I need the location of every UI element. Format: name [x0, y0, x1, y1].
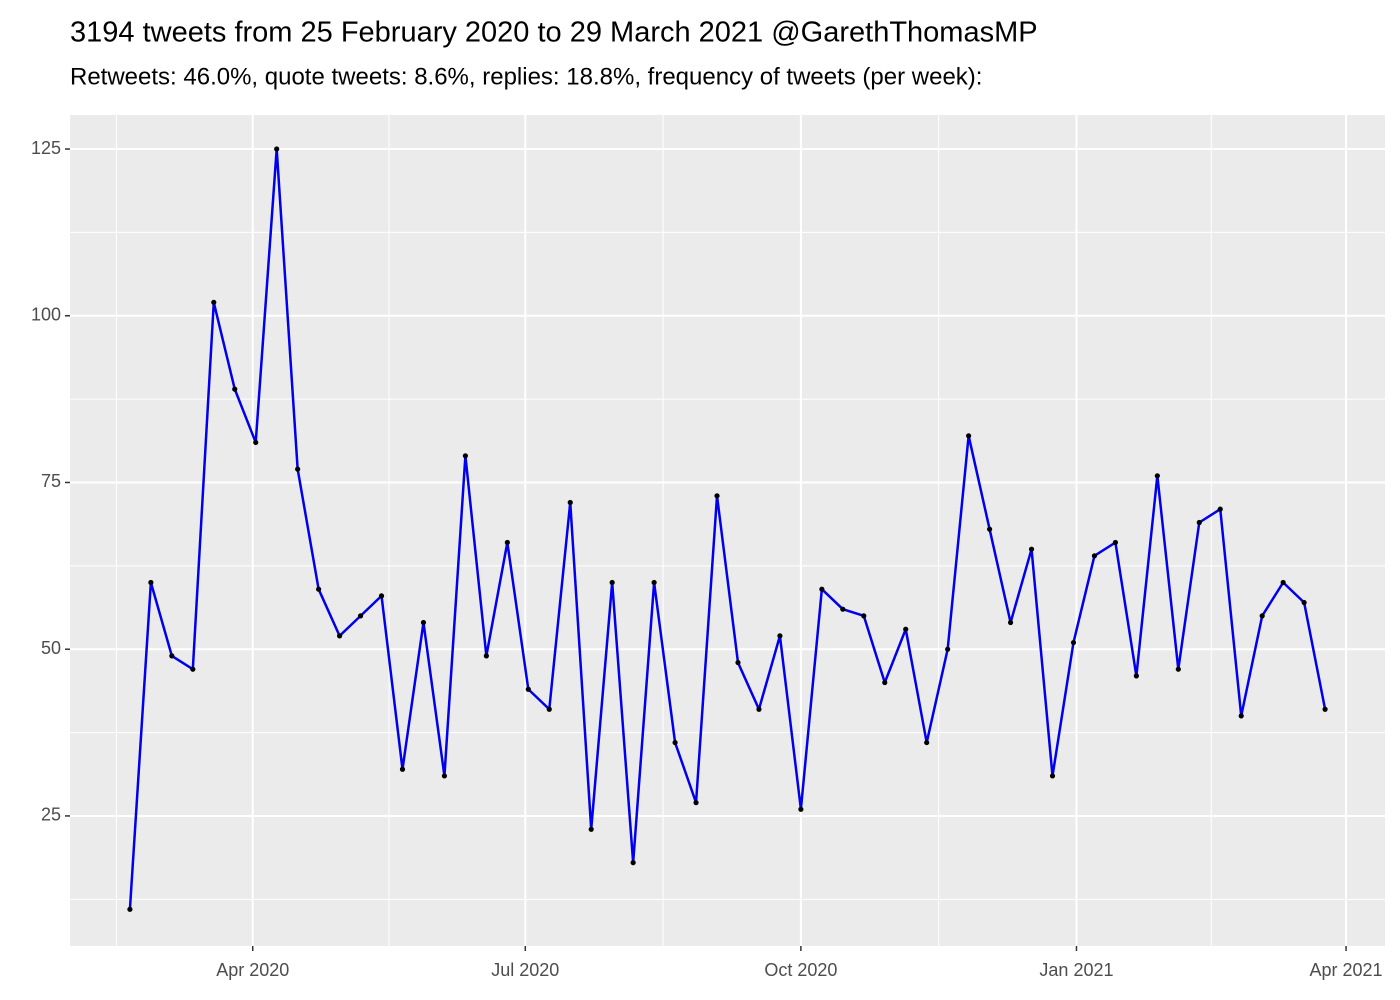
data-point: [1217, 506, 1223, 512]
x-tick-label: Apr 2020: [216, 960, 289, 980]
x-tick-label: Oct 2020: [764, 960, 837, 980]
data-point: [1070, 639, 1077, 646]
data-point: [462, 453, 468, 459]
data-point: [357, 613, 364, 619]
chart-subtitle: Retweets: 46.0%, quote tweets: 8.6%, rep…: [70, 63, 982, 90]
x-tick-label: Jul 2020: [491, 960, 559, 980]
data-point: [1154, 473, 1160, 479]
data-point: [1196, 519, 1202, 526]
data-point: [798, 806, 804, 812]
data-point: [148, 579, 154, 586]
y-tick-label: 100: [31, 304, 61, 324]
data-point: [693, 800, 699, 806]
x-tick-label: Jan 2021: [1039, 960, 1113, 980]
data-point: [1007, 619, 1014, 626]
data-point: [127, 906, 133, 912]
data-point: [777, 633, 783, 639]
plot-panel: [70, 115, 1385, 946]
data-point: [924, 739, 930, 746]
data-point: [378, 593, 385, 599]
y-tick-label: 25: [41, 805, 61, 825]
data-point: [504, 539, 510, 546]
data-point: [1301, 599, 1307, 606]
data-point: [1238, 713, 1244, 719]
data-point: [903, 626, 909, 632]
data-point: [1280, 579, 1286, 586]
y-tick-label: 75: [41, 471, 61, 491]
data-point: [840, 606, 846, 612]
data-point: [1049, 773, 1056, 779]
data-point: [567, 499, 573, 506]
data-point: [588, 826, 594, 832]
data-point: [211, 299, 217, 306]
data-point: [420, 619, 427, 626]
y-tick-label: 125: [31, 138, 61, 158]
data-point: [483, 653, 489, 659]
data-point: [945, 646, 951, 652]
data-point: [169, 653, 175, 659]
data-point: [525, 686, 531, 692]
data-point: [1322, 706, 1328, 712]
chart-title: 3194 tweets from 25 February 2020 to 29 …: [70, 17, 1038, 49]
data-point: [253, 439, 259, 446]
data-point: [316, 586, 322, 592]
data-point: [756, 706, 762, 712]
data-point: [966, 433, 972, 439]
data-point: [714, 493, 720, 499]
data-point: [630, 860, 636, 866]
data-point: [1259, 613, 1265, 619]
data-point: [651, 579, 657, 586]
data-point: [190, 666, 196, 672]
data-point: [1091, 553, 1098, 559]
data-point: [609, 579, 615, 586]
data-point: [546, 706, 552, 712]
x-tick-label: Apr 2021: [1310, 960, 1383, 980]
data-line: [128, 147, 1327, 910]
data-point: [399, 766, 406, 772]
data-point: [232, 386, 238, 392]
data-point: [1028, 546, 1035, 552]
data-point: [441, 773, 448, 779]
data-point: [819, 586, 825, 592]
y-tick-label: 50: [41, 638, 61, 658]
data-point: [735, 659, 741, 666]
data-point: [1112, 539, 1119, 546]
data-point: [274, 146, 280, 152]
data-point: [1133, 673, 1139, 679]
data-point: [882, 679, 888, 686]
data-point: [672, 739, 678, 746]
data-point: [987, 526, 993, 532]
data-point: [336, 633, 343, 639]
data-point: [861, 613, 867, 619]
data-point: [295, 466, 301, 472]
data-point: [1175, 666, 1181, 672]
